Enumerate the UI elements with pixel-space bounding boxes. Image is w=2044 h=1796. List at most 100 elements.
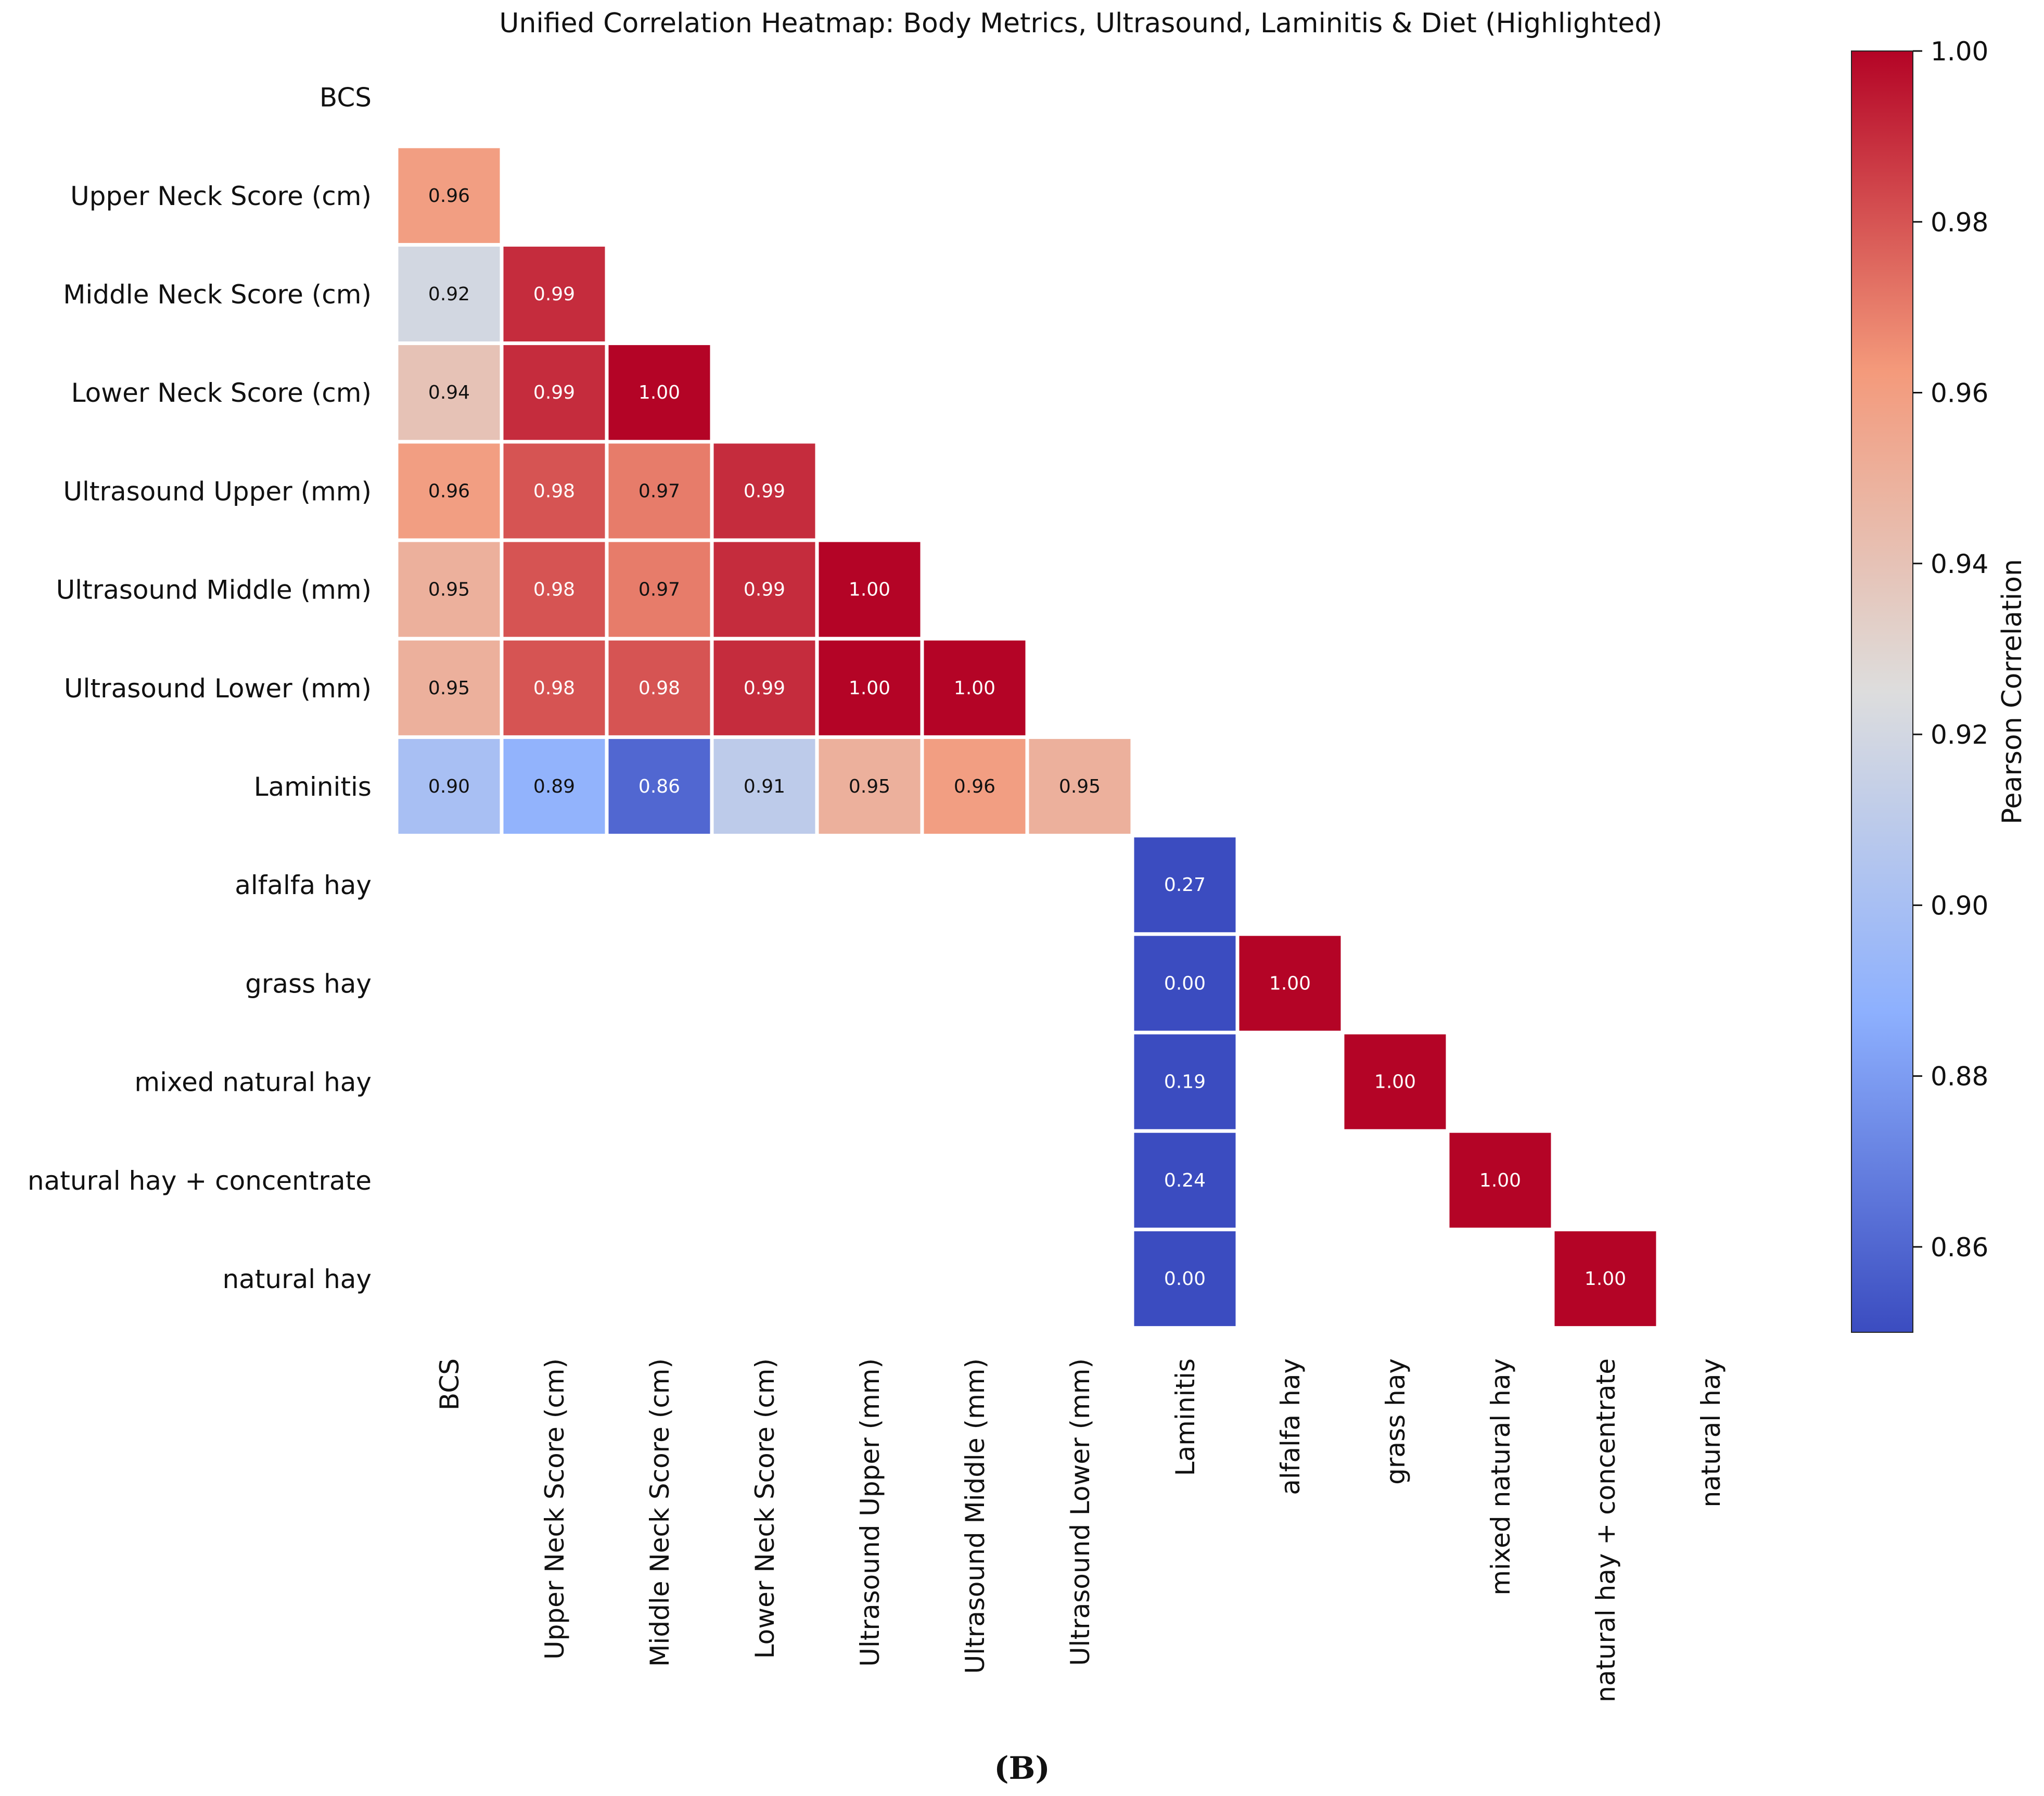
cell-value-label: 0.98 xyxy=(638,678,680,699)
x-tick-label: Laminitis xyxy=(1170,1358,1200,1476)
heatmap-cell xyxy=(502,541,606,638)
heatmap-cells: 0.96 0.92 0.99 0.94 0.99 1.00 0.96 0.98 0.97 0.99… xyxy=(397,147,1657,1328)
heatmap-cell xyxy=(1553,1230,1657,1328)
x-tick-label: Ultrasound Middle (mm) xyxy=(960,1358,990,1674)
cell-value-label: 1.00 xyxy=(1269,973,1311,994)
cell-value-label: 1.00 xyxy=(954,678,995,699)
colorbar-tick-label: 0.98 xyxy=(1931,207,1988,237)
cell-value-label: 0.00 xyxy=(1164,1268,1206,1290)
colorbar-tick-label: 1.00 xyxy=(1931,36,1988,67)
heatmap-cell xyxy=(502,245,606,343)
cell-value-label: 1.00 xyxy=(849,579,890,601)
heatmap-cell xyxy=(712,442,816,540)
cell-value-label: 0.96 xyxy=(428,480,470,502)
cell-value-label: 0.95 xyxy=(1059,776,1101,797)
heatmap-cell xyxy=(397,541,501,638)
x-tick-label: natural hay + concentrate xyxy=(1591,1358,1621,1702)
cell-value-label: 0.99 xyxy=(744,678,785,699)
y-tick-label: alfalfa hay xyxy=(235,870,372,900)
heatmap-cell xyxy=(712,541,816,638)
heatmap-cell xyxy=(397,147,501,244)
colorbar-tick-label: 0.96 xyxy=(1931,378,1988,409)
cell-value-label: 1.00 xyxy=(1585,1268,1626,1290)
heatmap-cell xyxy=(817,639,922,736)
heatmap-cell xyxy=(1133,1230,1237,1328)
cell-value-label: 0.92 xyxy=(428,284,470,305)
colorbar-tick-label: 0.94 xyxy=(1931,549,1988,579)
y-axis-labels: BCS Upper Neck Score (cm) Middle Neck Scor… xyxy=(28,83,372,1294)
heatmap-cell xyxy=(502,737,606,835)
heatmap-cell xyxy=(397,737,501,835)
cell-value-label: 0.97 xyxy=(638,579,680,601)
colorbar-tick-label: 0.92 xyxy=(1931,720,1988,750)
cell-value-label: 1.00 xyxy=(849,678,890,699)
cell-value-label: 0.89 xyxy=(533,776,575,797)
y-tick-label: Lower Neck Score (cm) xyxy=(71,378,372,408)
x-tick-label: mixed natural hay xyxy=(1486,1358,1516,1596)
x-tick-label: Upper Neck Score (cm) xyxy=(540,1358,570,1660)
cell-value-label: 0.98 xyxy=(533,678,575,699)
heatmap-cell xyxy=(1133,1131,1237,1229)
y-tick-label: BCS xyxy=(320,83,372,113)
x-tick-label: Middle Neck Score (cm) xyxy=(645,1358,675,1667)
cell-value-label: 0.95 xyxy=(428,678,470,699)
colorbar-label: Pearson Correlation xyxy=(1997,559,2028,824)
heatmap-cell xyxy=(397,442,501,540)
cell-value-label: 0.24 xyxy=(1164,1170,1206,1191)
cell-value-label: 0.91 xyxy=(744,776,785,797)
cell-value-label: 0.95 xyxy=(428,579,470,601)
heatmap-cell xyxy=(607,737,711,835)
heatmap-cell xyxy=(1133,935,1237,1032)
y-tick-label: Middle Neck Score (cm) xyxy=(63,279,372,310)
heatmap-cell xyxy=(1238,935,1342,1032)
y-tick-label: Laminitis xyxy=(254,772,372,802)
cell-value-label: 0.27 xyxy=(1164,874,1206,896)
x-tick-label: Lower Neck Score (cm) xyxy=(750,1358,780,1659)
heatmap-cell xyxy=(502,639,606,736)
cell-value-label: 1.00 xyxy=(1479,1170,1521,1191)
y-tick-label: natural hay + concentrate xyxy=(28,1166,372,1196)
x-axis-labels: BCS Upper Neck Score (cm) Middle Neck Scor… xyxy=(435,1358,1726,1702)
heatmap-cell xyxy=(817,737,922,835)
cell-value-label: 0.99 xyxy=(744,480,785,502)
heatmap-cell xyxy=(1448,1131,1552,1229)
heatmap-cell xyxy=(607,442,711,540)
cell-value-label: 0.96 xyxy=(954,776,995,797)
heatmap-cell xyxy=(1133,1033,1237,1130)
cell-value-label: 0.99 xyxy=(533,382,575,403)
y-tick-label: grass hay xyxy=(245,969,372,999)
cell-value-label: 0.98 xyxy=(533,579,575,601)
heatmap-cell xyxy=(1028,737,1132,835)
colorbar-gradient xyxy=(1851,50,1913,1333)
heatmap-cell xyxy=(923,737,1027,835)
heatmap-cell xyxy=(397,639,501,736)
heatmap-cell xyxy=(502,442,606,540)
y-tick-label: Ultrasound Upper (mm) xyxy=(63,476,372,506)
heatmap-cell xyxy=(607,639,711,736)
y-tick-label: mixed natural hay xyxy=(134,1067,372,1098)
cell-value-label: 1.00 xyxy=(638,382,680,403)
cell-value-label: 0.96 xyxy=(428,185,470,207)
colorbar: 0.86 0.88 0.90 0.92 0.94 0.96 0.98 1.00 Pearson … xyxy=(1851,36,2028,1333)
heatmap-cell xyxy=(1133,836,1237,934)
heatmap-cell xyxy=(923,639,1027,736)
y-tick-label: natural hay xyxy=(222,1264,372,1294)
y-tick-label: Ultrasound Lower (mm) xyxy=(64,673,372,704)
heatmap-cell xyxy=(397,344,501,441)
y-tick-label: Ultrasound Middle (mm) xyxy=(56,575,372,605)
x-tick-label: Ultrasound Lower (mm) xyxy=(1065,1358,1095,1666)
colorbar-tick-label: 0.88 xyxy=(1931,1062,1988,1092)
x-tick-label: alfalfa hay xyxy=(1275,1358,1306,1495)
heatmap-cell xyxy=(502,344,606,441)
cell-value-label: 0.19 xyxy=(1164,1072,1206,1093)
cell-value-label: 0.99 xyxy=(744,579,785,601)
heatmap-cell xyxy=(397,245,501,343)
x-tick-label: Ultrasound Upper (mm) xyxy=(855,1358,885,1667)
cell-value-label: 0.95 xyxy=(849,776,890,797)
x-tick-label: BCS xyxy=(435,1358,465,1410)
chart-title: Unified Correlation Heatmap: Body Metric… xyxy=(499,8,1662,39)
x-tick-label: natural hay xyxy=(1696,1358,1726,1508)
heatmap-cell xyxy=(1343,1033,1447,1130)
colorbar-tick-label: 0.90 xyxy=(1931,890,1988,921)
cell-value-label: 0.99 xyxy=(533,284,575,305)
